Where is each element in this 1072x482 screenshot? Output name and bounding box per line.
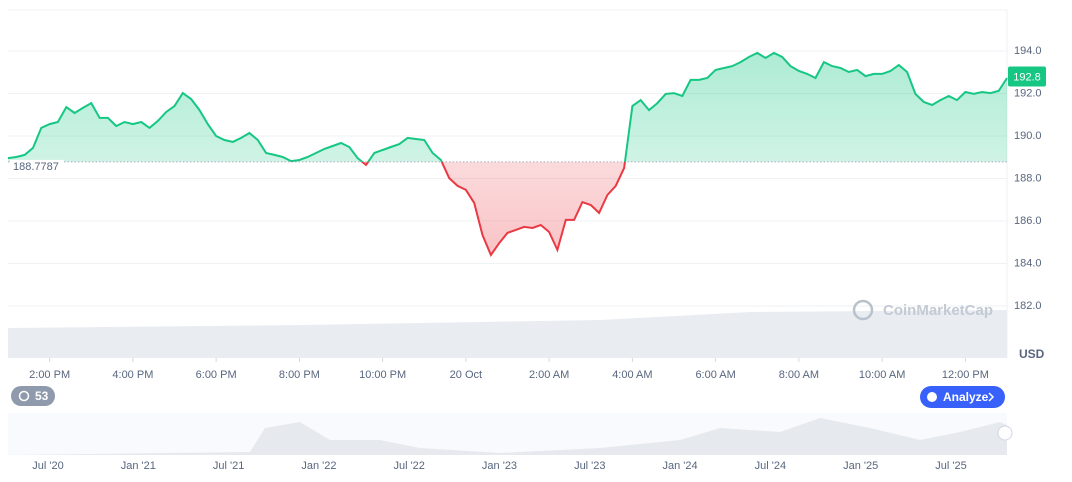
navigator-label: Jul '21 xyxy=(213,460,244,472)
x-tick-label: 12:00 PM xyxy=(942,369,989,381)
navigator-label: Jul '24 xyxy=(755,460,786,472)
x-tick-label: 20 Oct xyxy=(450,369,482,381)
navigator-label: Jul '25 xyxy=(935,460,966,472)
watermark: CoinMarketCap xyxy=(852,299,993,321)
baseline-label: 188.7787 xyxy=(13,161,59,173)
price-line-down xyxy=(290,161,626,258)
navigator-label: Jan '25 xyxy=(843,460,878,472)
last-price-badge xyxy=(1008,66,1046,87)
baseline-label-bg xyxy=(10,159,64,174)
last-price-label: 192.8 xyxy=(1013,71,1041,83)
y-tick-label: 194.0 xyxy=(1014,45,1042,57)
navigator-label: Jan '21 xyxy=(121,460,156,472)
y-tick-label: 188.0 xyxy=(1014,172,1042,184)
navigator-handle[interactable] xyxy=(997,425,1013,441)
y-tick-label: 186.0 xyxy=(1014,215,1042,227)
navigator-label: Jul '22 xyxy=(393,460,424,472)
x-tick-label: 2:00 AM xyxy=(529,369,569,381)
navigator-label: Jan '22 xyxy=(301,460,336,472)
currency-label: USD xyxy=(1019,347,1045,361)
x-tick-label: 6:00 AM xyxy=(695,369,735,381)
x-tick-label: 4:00 PM xyxy=(112,369,153,381)
navigator-label: Jan '24 xyxy=(663,460,698,472)
y-tick-label: 190.0 xyxy=(1014,130,1042,142)
navigator xyxy=(8,413,1013,455)
y-tick-label: 184.0 xyxy=(1014,257,1042,269)
analyze-button[interactable]: Analyze xyxy=(920,386,1005,408)
volume-area xyxy=(8,310,1007,358)
area-down xyxy=(362,161,625,255)
x-tick-label: 10:00 PM xyxy=(359,369,406,381)
x-tick-label: 8:00 AM xyxy=(779,369,819,381)
y-tick-label: 182.0 xyxy=(1014,300,1042,312)
badge-count: 53 xyxy=(35,389,49,403)
comments-badge[interactable]: 53 xyxy=(11,386,55,406)
watermark-text: CoinMarketCap xyxy=(883,302,993,319)
x-tick-label: 10:00 AM xyxy=(859,369,905,381)
analyze-label: Analyze xyxy=(943,390,989,404)
y-tick-label: 192.0 xyxy=(1014,87,1042,99)
navigator-label: Jan '23 xyxy=(482,460,517,472)
x-tick-label: 6:00 PM xyxy=(196,369,237,381)
x-tick-label: 4:00 AM xyxy=(612,369,652,381)
x-tick-label: 2:00 PM xyxy=(29,369,70,381)
price-line-up xyxy=(7,51,1008,162)
area-up xyxy=(8,52,1007,162)
navigator-label: Jul '20 xyxy=(32,460,63,472)
x-tick-label: 8:00 PM xyxy=(279,369,320,381)
navigator-label: Jul '23 xyxy=(574,460,605,472)
